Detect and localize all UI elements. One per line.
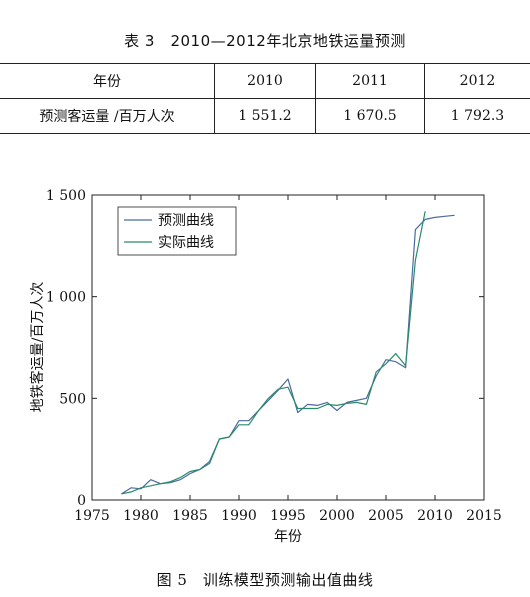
table-header-cell: 年份 [0, 63, 215, 99]
y-tick-label: 500 [59, 391, 86, 407]
table-row: 预测客运量 /百万人次 1 551.2 1 670.5 1 792.3 [0, 98, 530, 134]
legend-label-predicted: 预测曲线 [158, 213, 214, 229]
legend: 预测曲线 实际曲线 [117, 206, 237, 256]
table-header-cell: 2011 [315, 63, 425, 99]
table-header-cell: 2010 [214, 63, 316, 99]
y-axis-label: 地铁客运量/百万人次 [29, 282, 46, 413]
x-tick-label: 2000 [319, 508, 355, 524]
table-header-cell: 2012 [424, 63, 530, 99]
x-tick-label: 2010 [417, 508, 453, 524]
figure-caption: 图 5 训练模型预测输出值曲线 [156, 571, 374, 589]
forecast-table: 年份 2010 2011 2012 预测客运量 /百万人次 1 551.2 1 … [0, 63, 530, 134]
chart-container: 1975 1980 1985 1990 1995 2000 2005 2010 2015 0 50… [0, 175, 530, 555]
x-tick-label: 2015 [466, 508, 502, 524]
y-axis: 0 500 1 000 1 500 [46, 188, 484, 509]
series-line-1 [121, 211, 426, 495]
x-axis: 1975 1980 1985 1990 1995 2000 2005 2010 2015 [74, 195, 502, 524]
y-tick-label: 0 [77, 493, 86, 509]
x-tick-label: 1985 [172, 508, 208, 524]
y-tick-label: 1 500 [46, 188, 86, 204]
table-title: 表 3 2010—2012年北京地铁运量预测 [124, 32, 406, 50]
table-cell: 预测客运量 /百万人次 [0, 98, 215, 134]
x-tick-label: 1995 [270, 508, 306, 524]
x-tick-label: 1980 [123, 508, 159, 524]
legend-box [117, 206, 237, 256]
x-tick-label: 2005 [368, 508, 404, 524]
table-cell: 1 551.2 [214, 98, 316, 134]
y-tick-label: 1 000 [46, 290, 86, 306]
table-cell: 1 792.3 [424, 98, 530, 134]
x-tick-label: 1975 [74, 508, 110, 524]
table-cell: 1 670.5 [315, 98, 425, 134]
table-header-row: 年份 2010 2011 2012 [0, 63, 530, 99]
ridership-line-chart: 1975 1980 1985 1990 1995 2000 2005 2010 2015 0 50… [29, 188, 502, 545]
x-tick-label: 1990 [221, 508, 257, 524]
series-line-0 [121, 214, 455, 495]
legend-label-actual: 实际曲线 [158, 235, 214, 251]
series-group [121, 211, 455, 495]
x-axis-label: 年份 [274, 529, 302, 545]
